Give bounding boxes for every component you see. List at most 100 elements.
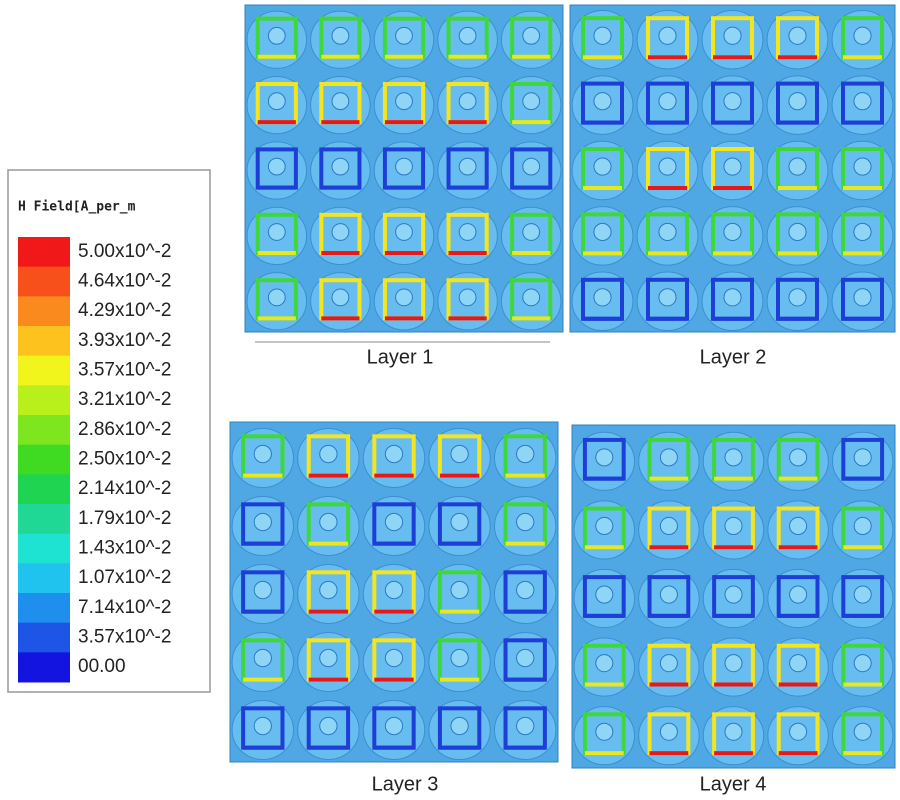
coil-core	[658, 288, 677, 307]
coil-core	[395, 288, 413, 307]
panel-label: Layer 2	[700, 346, 767, 368]
coil-core	[450, 580, 469, 600]
coil-core	[853, 448, 872, 467]
coil-core	[789, 585, 808, 604]
legend-swatch	[18, 533, 70, 564]
legend-swatch	[18, 326, 70, 357]
coil-core	[593, 26, 612, 45]
coil-core	[853, 516, 872, 535]
coil-core	[395, 92, 413, 111]
coil-core	[724, 585, 743, 604]
coil-core	[724, 516, 743, 535]
coil-core	[319, 648, 338, 668]
coil-core	[267, 223, 286, 241]
legend-swatch	[18, 355, 70, 386]
coil-core	[522, 157, 541, 176]
legend-label: 2.14x10^-2	[78, 478, 171, 499]
legend-title: H Field[A_per_m	[18, 200, 136, 215]
coil-core	[789, 654, 808, 673]
coil-core	[522, 288, 541, 307]
coil-core	[516, 716, 535, 736]
coil-core	[384, 444, 404, 464]
legend-label: 2.50x10^-2	[78, 449, 171, 470]
legend-swatch	[18, 415, 70, 446]
coil-core	[853, 585, 872, 604]
coil-core	[253, 648, 272, 668]
coil-core	[253, 444, 272, 464]
field-panel	[244, 4, 564, 333]
legend-swatch	[18, 444, 70, 475]
panel-label: Layer 4	[700, 773, 767, 795]
field-panel	[229, 421, 559, 763]
coil-core	[789, 722, 808, 741]
coil-core	[331, 223, 350, 241]
coil-core	[522, 223, 541, 241]
coil-core	[788, 26, 807, 45]
legend-label: 5.00x10^-2	[78, 241, 171, 262]
legend-swatch	[18, 296, 70, 327]
legend-swatch	[18, 593, 70, 624]
coil-core	[319, 444, 338, 464]
legend-swatch	[18, 652, 70, 683]
coil-core	[788, 157, 807, 176]
coil-core	[395, 26, 413, 45]
coil-core	[331, 157, 350, 176]
legend-label: 4.64x10^-2	[78, 271, 171, 292]
coil-core	[267, 157, 286, 176]
legend-swatch	[18, 266, 70, 297]
coil-core	[516, 512, 535, 532]
coil-core	[450, 648, 469, 668]
coil-core	[516, 580, 535, 600]
coil-core	[450, 444, 469, 464]
legend-swatch	[18, 385, 70, 416]
coil-core	[595, 448, 614, 467]
legend-label: 2.86x10^-2	[78, 419, 171, 440]
coil-core	[458, 26, 477, 45]
coil-core	[450, 716, 469, 736]
coil-core	[516, 444, 535, 464]
coil-core	[331, 92, 350, 111]
coil-core	[723, 288, 742, 307]
coil-core	[458, 157, 477, 176]
coil-core	[659, 516, 678, 535]
coil-core	[853, 722, 872, 741]
coil-core	[384, 580, 404, 600]
legend-label: 4.29x10^-2	[78, 300, 171, 321]
coil-core	[522, 92, 541, 111]
coil-core	[788, 222, 807, 242]
coil-core	[658, 92, 677, 111]
legend-label: 1.79x10^-2	[78, 508, 171, 529]
legend-label: 3.57x10^-2	[78, 627, 171, 648]
legend-label: 7.14x10^-2	[78, 597, 171, 618]
coil-core	[595, 585, 614, 604]
coil-core	[853, 288, 872, 307]
coil-core	[253, 580, 272, 600]
legend-swatch	[18, 237, 70, 268]
coil-core	[595, 722, 614, 741]
coil-core	[395, 223, 413, 241]
coil-core	[658, 26, 677, 45]
coil-core	[593, 92, 612, 111]
coil-core	[384, 648, 404, 668]
coil-core	[853, 222, 872, 242]
panel-label: Layer 3	[372, 773, 439, 795]
coil-core	[789, 516, 808, 535]
legend-swatch	[18, 622, 70, 653]
coil-core	[384, 716, 404, 736]
coil-core	[853, 157, 872, 176]
coil-core	[723, 157, 742, 176]
legend-label: 1.43x10^-2	[78, 538, 171, 559]
coil-core	[267, 26, 286, 45]
coil-core	[724, 448, 743, 467]
coil-core	[658, 222, 677, 242]
coil-core	[458, 92, 477, 111]
coil-core	[458, 223, 477, 241]
coil-core	[593, 157, 612, 176]
coil-core	[267, 92, 286, 111]
legend-swatch	[18, 563, 70, 594]
legend-label: 00.00	[78, 656, 126, 677]
coil-core	[659, 654, 678, 673]
coil-core	[253, 716, 272, 736]
coil-core	[331, 26, 350, 45]
coil-core	[595, 654, 614, 673]
